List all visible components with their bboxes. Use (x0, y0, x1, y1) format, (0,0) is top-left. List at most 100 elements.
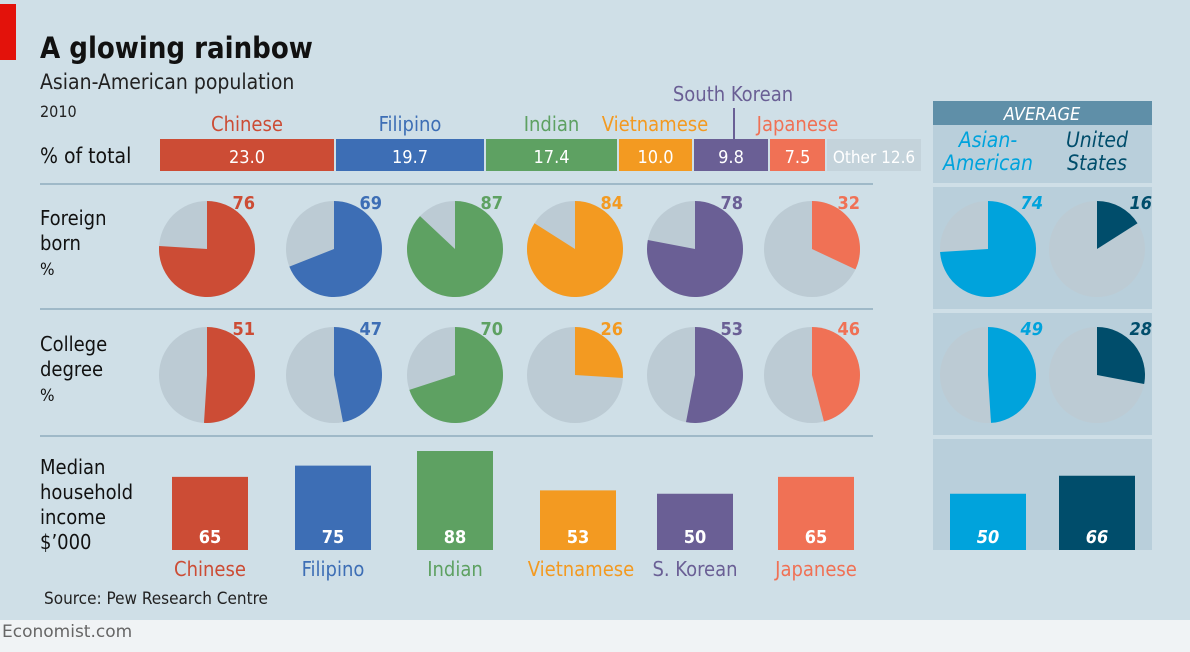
group-label: Vietnamese (602, 112, 708, 136)
average-panel (933, 101, 1152, 550)
pie-value-label: 76 (232, 193, 255, 214)
pie-wedge (289, 201, 383, 298)
income-value: 50 (684, 527, 707, 548)
average-pie-wedge (940, 201, 1036, 297)
income-bar (417, 451, 493, 550)
average-pie-value-label: 16 (1129, 193, 1152, 214)
row-label: household (40, 480, 133, 504)
income-bar (172, 476, 248, 550)
average-income-bar (1059, 475, 1135, 550)
chart-svg: A glowing rainbow Asian-American populati… (0, 4, 1152, 609)
share-value-other: Other 12.6 (833, 148, 915, 168)
pie-wedge (409, 327, 504, 423)
average-income-bar (950, 493, 1026, 550)
income-bar (295, 465, 371, 550)
group-label: South Korean (673, 82, 793, 106)
group-label: Japanese (756, 112, 839, 136)
pie-value-label: 32 (837, 193, 860, 214)
pie-wedge (527, 201, 624, 298)
average-income-value: 50 (977, 527, 1000, 548)
average-name-label: American (942, 151, 1033, 175)
pie-wedge (575, 327, 623, 379)
source-note: Source: Pew Research Centre (44, 589, 268, 609)
share-segment (486, 139, 617, 171)
average-pie-wedge (1097, 201, 1138, 249)
row-label: Foreign (40, 206, 107, 230)
group-label: Indian (524, 112, 580, 136)
income-group-label: S. Korean (652, 557, 737, 581)
pie-value-label: 51 (232, 319, 255, 340)
group-label: Chinese (211, 112, 283, 136)
panel-separator (933, 309, 1152, 313)
year-label: 2010 (40, 102, 77, 121)
pie-value-label: 70 (480, 319, 503, 340)
pie-wedge (812, 327, 861, 422)
panel-separator (933, 183, 1152, 187)
average-pie-wedge (988, 327, 1037, 423)
pie-value-label: 69 (359, 193, 382, 214)
average-pie-wedge (1097, 327, 1145, 384)
chart-container: A glowing rainbow Asian-American populati… (0, 0, 1190, 620)
pie-wedge (203, 327, 255, 423)
row-label: degree (40, 357, 103, 381)
row-label: Median (40, 455, 105, 479)
average-pie-value-label: 74 (1020, 193, 1043, 214)
average-name-label: Asian- (958, 128, 1018, 152)
chart-title: A glowing rainbow (40, 31, 313, 65)
average-name-label: United (1066, 128, 1129, 152)
pie-wedge (686, 327, 743, 423)
share-segment (336, 139, 484, 171)
share-row-label: % of total (40, 144, 131, 168)
share-segment (619, 139, 692, 171)
row-label: % (40, 386, 55, 406)
pie-value-label: 87 (480, 193, 503, 214)
share-value: 23.0 (229, 147, 265, 168)
pie-value-label: 26 (600, 319, 623, 340)
row-label: income (40, 505, 106, 529)
footer-credit: Economist.com (2, 622, 133, 642)
income-bar (540, 490, 616, 550)
row-label: $’000 (40, 530, 92, 554)
panel-separator (933, 435, 1152, 439)
income-group-label: Indian (427, 557, 483, 581)
income-value: 53 (567, 527, 590, 548)
average-header (933, 101, 1152, 125)
row-label: College (40, 332, 107, 356)
income-group-label: Filipino (302, 557, 365, 581)
share-value: 9.8 (718, 147, 744, 168)
chart-subtitle: Asian-American population (40, 70, 294, 94)
pie-wedge (158, 201, 255, 297)
average-name-label: States (1067, 151, 1127, 175)
share-segment (770, 139, 825, 171)
pie-value-label: 78 (720, 193, 743, 214)
income-value: 65 (805, 527, 828, 548)
average-pie-value-label: 49 (1019, 319, 1043, 340)
pie-value-label: 47 (359, 319, 382, 340)
row-label: % (40, 260, 55, 280)
share-segment (694, 139, 768, 171)
income-value: 65 (199, 527, 222, 548)
group-label: Filipino (379, 112, 442, 136)
pie-value-label: 84 (600, 193, 623, 214)
average-income-value: 66 (1086, 527, 1109, 548)
pie-wedge (334, 327, 383, 423)
income-group-label: Vietnamese (528, 557, 634, 581)
pie-wedge (407, 201, 504, 297)
pie-value-label: 46 (837, 319, 860, 340)
share-segment-other (827, 139, 921, 171)
income-bar (778, 476, 854, 550)
share-value: 10.0 (637, 147, 673, 168)
income-bar (657, 493, 733, 550)
average-pie-value-label: 28 (1129, 319, 1152, 340)
share-segment (160, 139, 334, 171)
share-value: 19.7 (392, 147, 428, 168)
row-label: born (40, 231, 81, 255)
income-group-label: Chinese (174, 557, 246, 581)
pie-wedge (647, 201, 743, 297)
share-value: 17.4 (533, 147, 569, 168)
share-value: 7.5 (785, 147, 811, 168)
income-value: 88 (444, 527, 467, 548)
income-value: 75 (322, 527, 345, 548)
income-group-label: Japanese (774, 557, 857, 581)
pie-value-label: 53 (720, 319, 743, 340)
